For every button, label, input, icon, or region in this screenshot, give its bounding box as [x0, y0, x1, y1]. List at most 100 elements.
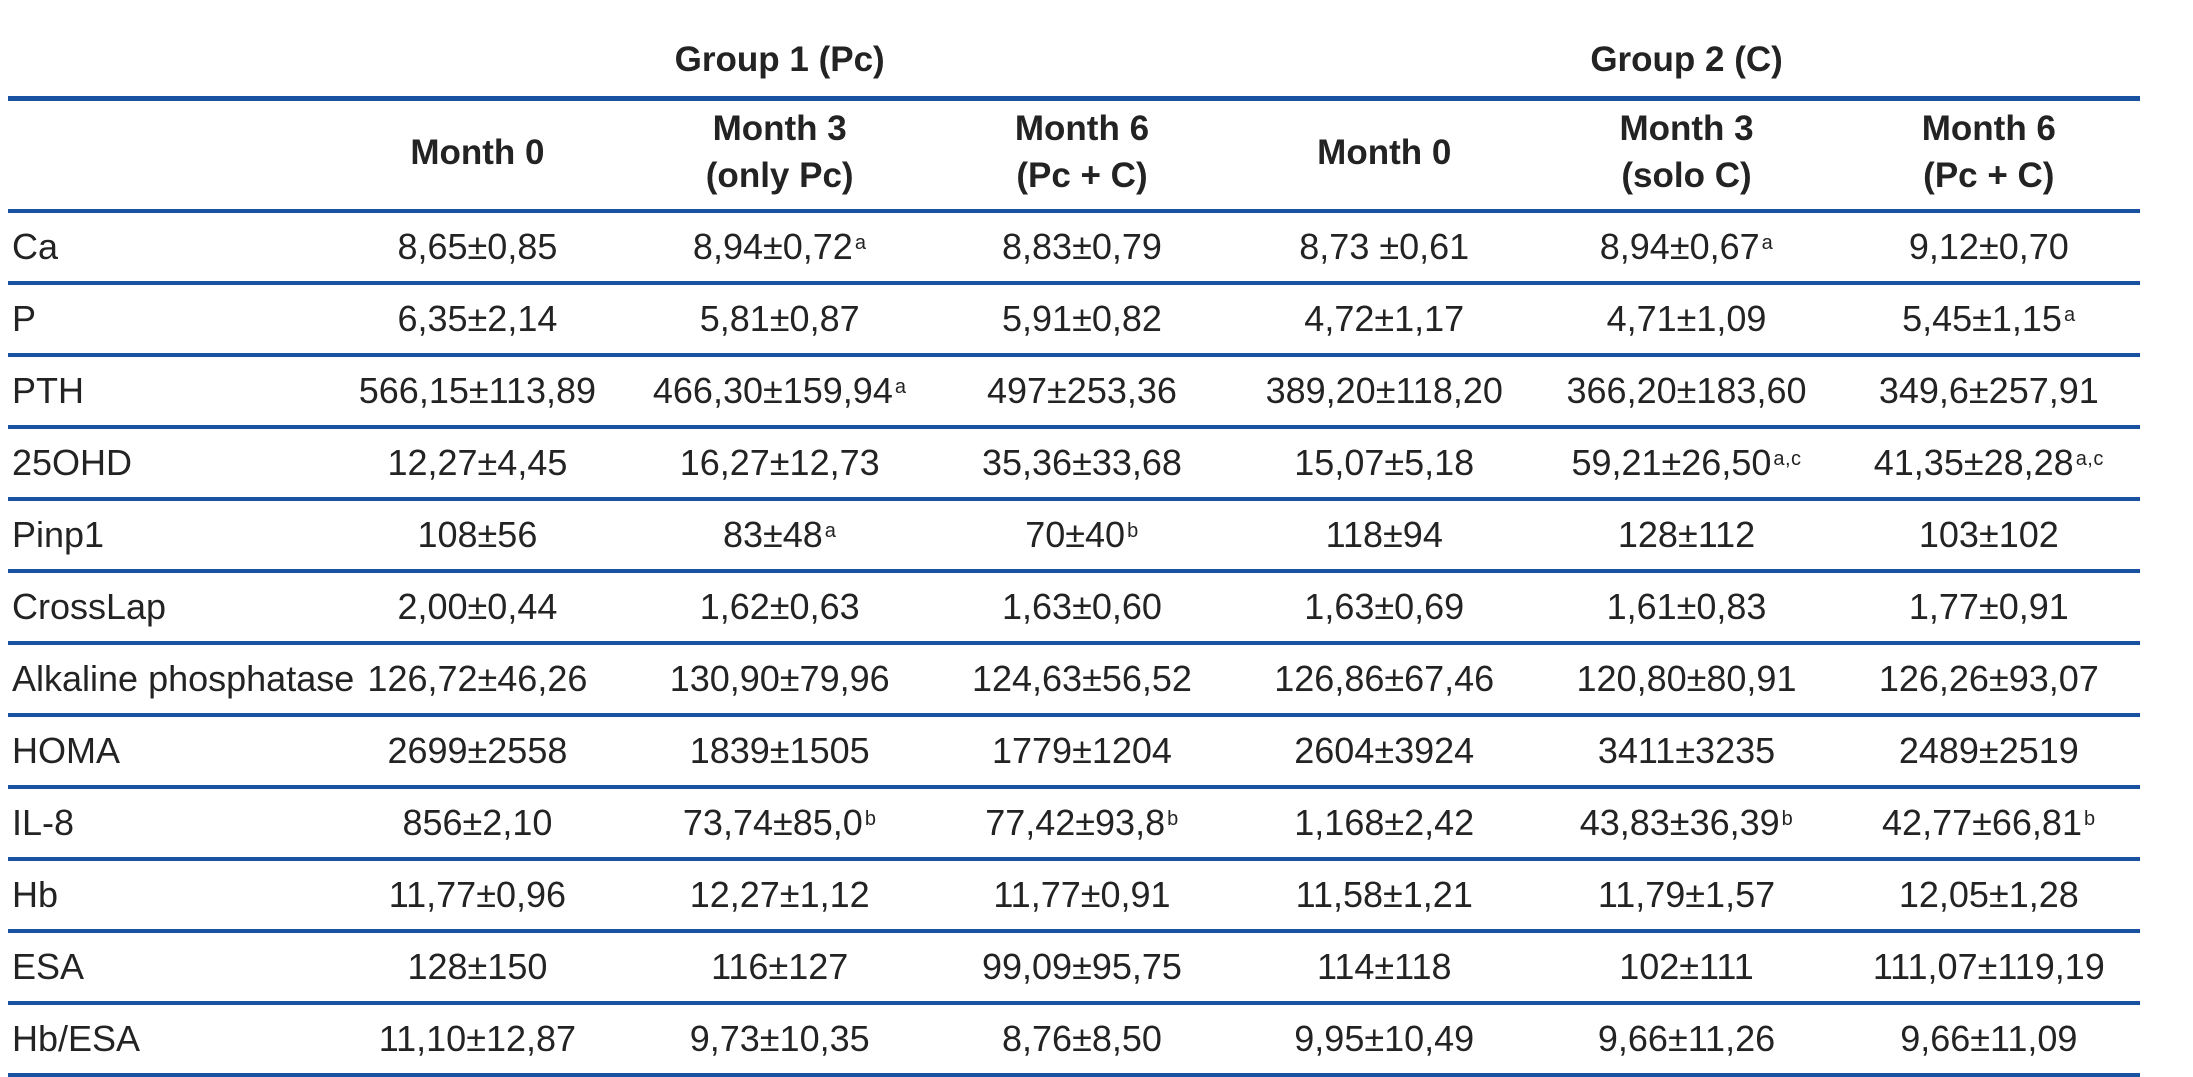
column-header-line1: Month 6	[1921, 109, 2056, 148]
value-cell: 70±40 b	[930, 499, 1234, 573]
table-row: Pinp1 108±56 83±48 a 70±40 b 118±94 128±112 103±…	[8, 499, 2140, 573]
column-header-g2-month0: Month 0	[1233, 98, 1536, 213]
value-cell: 59,21±26,50 a,c	[1535, 427, 1838, 501]
value-cell: 856±2,10	[326, 787, 629, 861]
significance-superscript: b	[1781, 808, 1794, 830]
group-2-header: Group 2 (C)	[1233, 4, 2140, 101]
column-header-line2: (only Pc)	[705, 156, 854, 195]
value-cell: 103±102	[1837, 499, 2140, 573]
value-cell: 114±118	[1233, 931, 1536, 1005]
value-cell: 5,91±0,82	[930, 283, 1234, 357]
value-cell: 2699±2558	[326, 715, 629, 789]
value-cell: 497±253,36	[930, 355, 1234, 429]
value-cell: 1839±1505	[628, 715, 931, 789]
value-cell: 3411±3235	[1535, 715, 1838, 789]
value-cell: 102±111	[1535, 931, 1838, 1005]
group-header-row: Group 1 (Pc) Group 2 (C)	[8, 4, 2140, 101]
value-cell: 116±127	[628, 931, 931, 1005]
column-header-line2: (Pc + C)	[1923, 156, 2055, 195]
column-header-line1: Month 0	[1317, 132, 1452, 172]
group-1-header: Group 1 (Pc)	[326, 4, 1234, 101]
value-cell: 77,42±93,8 b	[930, 787, 1234, 861]
table-row: PTH 566,15±113,89 466,30±159,94 a 497±253,36…	[8, 355, 2140, 429]
value-cell: 126,86±67,46	[1233, 643, 1536, 717]
value-cell: 99,09±95,75	[930, 931, 1234, 1005]
row-label: Hb	[8, 859, 327, 933]
corner-cell	[8, 4, 327, 101]
row-label: Ca	[8, 211, 327, 285]
significance-superscript: b	[1167, 808, 1179, 830]
value-cell: 120,80±80,91	[1535, 643, 1838, 717]
column-header-g1-month0: Month 0	[326, 98, 629, 213]
value-cell: 389,20±118,20	[1233, 355, 1536, 429]
value-cell: 15,07±5,18	[1233, 427, 1536, 501]
significance-superscript: b	[2083, 808, 2096, 830]
value-cell: 11,77±0,91	[930, 859, 1234, 933]
value-cell: 8,94±0,72 a	[628, 211, 931, 285]
column-header-line1: Month 0	[410, 132, 545, 172]
column-header-line1: Month 6	[1014, 109, 1150, 148]
table-row: Ca 8,65±0,85 8,94±0,72 a 8,83±0,79 8,73 ±0,61…	[8, 211, 2140, 285]
value-cell: 126,26±93,07	[1837, 643, 2140, 717]
column-header-g1-month3: Month 3 (only Pc)	[628, 98, 931, 213]
significance-superscript: a	[2063, 304, 2076, 326]
value-cell: 1,168±2,42	[1233, 787, 1536, 861]
results-table: Group 1 (Pc) Group 2 (C) Month 0 Month 3…	[8, 4, 2140, 1077]
value-cell: 5,45±1,15 a	[1837, 283, 2140, 357]
row-label: HOMA	[8, 715, 327, 789]
value-cell: 9,12±0,70	[1837, 211, 2140, 285]
table-row: P 6,35±2,14 5,81±0,87 5,91±0,82 4,72±1,17 4,7…	[8, 283, 2140, 357]
value-cell: 566,15±113,89	[326, 355, 629, 429]
row-label: IL-8	[8, 787, 327, 861]
significance-superscript: a,c	[2075, 448, 2104, 470]
value-cell: 2489±2519	[1837, 715, 2140, 789]
value-cell: 4,72±1,17	[1233, 283, 1536, 357]
value-cell: 12,27±1,12	[628, 859, 931, 933]
value-cell: 124,63±56,52	[930, 643, 1234, 717]
significance-superscript: a,c	[1773, 448, 1802, 470]
table-row: Alkaline phosphatase 126,72±46,26 130,90±7…	[8, 643, 2140, 717]
significance-superscript: b	[864, 808, 877, 830]
value-cell: 130,90±79,96	[628, 643, 931, 717]
table-row: IL-8 856±2,10 73,74±85,0 b 77,42±93,8 b 1,168±…	[8, 787, 2140, 861]
value-cell: 8,94±0,67 a	[1535, 211, 1838, 285]
value-cell: 5,81±0,87	[628, 283, 931, 357]
column-header-g1-month6: Month 6 (Pc + C)	[930, 98, 1234, 213]
value-cell: 4,71±1,09	[1535, 283, 1838, 357]
column-header-g2-month6: Month 6 (Pc + C)	[1837, 98, 2140, 213]
value-cell: 126,72±46,26	[326, 643, 629, 717]
table-body: Ca 8,65±0,85 8,94±0,72 a 8,83±0,79 8,73 ±0,61…	[8, 211, 2140, 1077]
value-cell: 8,73 ±0,61	[1233, 211, 1536, 285]
table-row: 25OHD 12,27±4,45 16,27±12,73 35,36±33,68 15,…	[8, 427, 2140, 501]
row-label: 25OHD	[8, 427, 327, 501]
value-cell: 12,27±4,45	[326, 427, 629, 501]
value-cell: 43,83±36,39 b	[1535, 787, 1838, 861]
value-cell: 11,77±0,96	[326, 859, 629, 933]
table-row: Hb 11,77±0,96 12,27±1,12 11,77±0,91 11,58±1,…	[8, 859, 2140, 933]
value-cell: 1779±1204	[930, 715, 1234, 789]
significance-superscript: a	[894, 376, 907, 398]
value-cell: 83±48 a	[628, 499, 931, 573]
row-label: CrossLap	[8, 571, 327, 645]
significance-superscript: a	[1761, 232, 1774, 254]
value-cell: 8,83±0,79	[930, 211, 1234, 285]
value-cell: 12,05±1,28	[1837, 859, 2140, 933]
column-header-line1: Month 3	[712, 109, 847, 148]
value-cell: 118±94	[1233, 499, 1536, 573]
value-cell: 1,63±0,69	[1233, 571, 1536, 645]
row-label: Alkaline phosphatase	[8, 643, 354, 717]
value-cell: 1,77±0,91	[1837, 571, 2140, 645]
table-row: CrossLap 2,00±0,44 1,62±0,63 1,63±0,60 1,63±…	[8, 571, 2140, 645]
row-label: PTH	[8, 355, 327, 429]
column-header-row: Month 0 Month 3 (only Pc) Month 6 (Pc + …	[8, 98, 2140, 213]
value-cell: 11,58±1,21	[1233, 859, 1536, 933]
significance-superscript: a	[854, 232, 867, 254]
significance-superscript: a	[824, 520, 837, 542]
column-header-g2-month3: Month 3 (solo C)	[1535, 98, 1838, 213]
value-cell: 41,35±28,28 a,c	[1837, 427, 2140, 501]
value-cell: 1,62±0,63	[628, 571, 931, 645]
value-cell: 108±56	[326, 499, 629, 573]
value-cell: 111,07±119,19	[1837, 931, 2140, 1005]
value-cell: 2,00±0,44	[326, 571, 629, 645]
